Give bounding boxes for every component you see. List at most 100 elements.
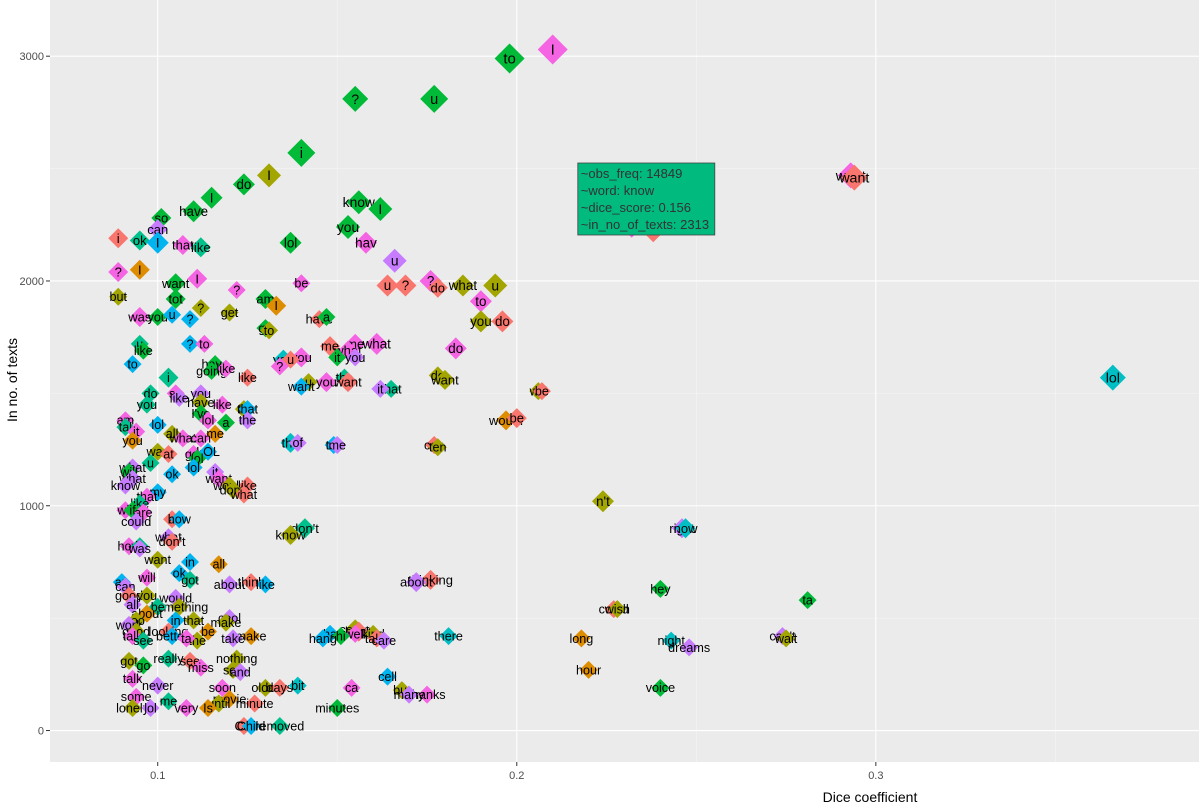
data-point-marker[interactable] bbox=[141, 454, 160, 473]
data-point-marker[interactable] bbox=[1099, 364, 1126, 391]
data-point-marker[interactable] bbox=[200, 186, 223, 209]
data-point-marker[interactable] bbox=[213, 678, 232, 697]
data-point-marker[interactable] bbox=[427, 277, 448, 298]
data-point-marker[interactable] bbox=[134, 656, 153, 675]
data-point-marker[interactable] bbox=[123, 699, 142, 718]
data-point-marker[interactable] bbox=[382, 248, 407, 273]
data-point-marker[interactable] bbox=[406, 572, 427, 593]
data-point-marker[interactable] bbox=[242, 573, 261, 592]
data-point-marker[interactable] bbox=[163, 532, 182, 551]
data-point-marker[interactable] bbox=[158, 367, 179, 388]
data-point-marker[interactable] bbox=[331, 627, 350, 646]
data-point-marker[interactable] bbox=[841, 164, 868, 191]
data-point-marker[interactable] bbox=[420, 84, 449, 113]
data-point-marker[interactable] bbox=[238, 400, 257, 419]
data-point-marker[interactable] bbox=[146, 231, 169, 254]
data-point-marker[interactable] bbox=[127, 512, 146, 531]
data-point-marker[interactable] bbox=[123, 431, 142, 450]
data-point-marker[interactable] bbox=[181, 552, 200, 571]
data-point-marker[interactable] bbox=[394, 274, 417, 297]
data-point-marker[interactable] bbox=[191, 429, 210, 448]
data-point-marker[interactable] bbox=[294, 518, 315, 539]
data-point-marker[interactable] bbox=[591, 490, 614, 513]
data-point-marker[interactable] bbox=[148, 676, 167, 695]
data-point-marker[interactable] bbox=[292, 274, 311, 293]
data-point-marker[interactable] bbox=[292, 377, 311, 396]
data-point-marker[interactable] bbox=[257, 163, 282, 188]
data-point-marker[interactable] bbox=[494, 43, 525, 74]
data-point-marker[interactable] bbox=[166, 611, 185, 630]
data-point-marker[interactable] bbox=[163, 465, 182, 484]
data-point-marker[interactable] bbox=[328, 699, 347, 718]
data-point-marker[interactable] bbox=[491, 310, 514, 333]
data-point-marker[interactable] bbox=[163, 627, 182, 646]
data-point-marker[interactable] bbox=[338, 372, 359, 393]
data-point-marker[interactable] bbox=[213, 395, 232, 414]
data-point-marker[interactable] bbox=[428, 438, 447, 457]
data-point-marker[interactable] bbox=[288, 433, 307, 452]
data-point-marker[interactable] bbox=[346, 190, 371, 215]
data-point-marker[interactable] bbox=[109, 287, 128, 306]
data-point-marker[interactable] bbox=[170, 510, 189, 529]
data-point-marker[interactable] bbox=[130, 539, 149, 558]
data-point-marker[interactable] bbox=[181, 570, 200, 589]
data-point-marker[interactable] bbox=[232, 173, 255, 196]
data-point-marker[interactable] bbox=[137, 395, 156, 414]
data-point-marker[interactable] bbox=[216, 359, 235, 378]
data-point-marker[interactable] bbox=[181, 334, 200, 353]
data-point-marker[interactable] bbox=[129, 230, 150, 251]
data-point-marker[interactable] bbox=[191, 298, 210, 317]
data-point-marker[interactable] bbox=[680, 638, 699, 657]
data-point-marker[interactable] bbox=[279, 231, 302, 254]
data-point-marker[interactable] bbox=[238, 368, 257, 387]
data-point-marker[interactable] bbox=[287, 138, 316, 167]
data-point-marker[interactable] bbox=[256, 678, 275, 697]
data-point-marker[interactable] bbox=[172, 235, 193, 256]
data-point-marker[interactable] bbox=[216, 613, 235, 632]
data-point-marker[interactable] bbox=[537, 34, 568, 65]
data-point-marker[interactable] bbox=[191, 393, 210, 412]
data-point-marker[interactable] bbox=[224, 629, 243, 648]
data-point-marker[interactable] bbox=[198, 411, 217, 430]
data-point-marker[interactable] bbox=[220, 303, 239, 322]
data-point-marker[interactable] bbox=[400, 685, 419, 704]
data-point-marker[interactable] bbox=[382, 379, 401, 398]
data-point-marker[interactable] bbox=[469, 290, 492, 313]
data-point-marker[interactable] bbox=[238, 411, 257, 430]
data-point-marker[interactable] bbox=[346, 624, 365, 643]
data-point-marker[interactable] bbox=[418, 685, 437, 704]
data-point-marker[interactable] bbox=[123, 669, 142, 688]
data-point-marker[interactable] bbox=[451, 274, 474, 297]
data-point-marker[interactable] bbox=[675, 518, 696, 539]
data-point-marker[interactable] bbox=[134, 631, 153, 650]
data-point-marker[interactable] bbox=[173, 429, 192, 448]
data-point-marker[interactable] bbox=[378, 667, 397, 686]
data-point-marker[interactable] bbox=[137, 568, 156, 587]
data-point-marker[interactable] bbox=[159, 692, 178, 711]
data-point-marker[interactable] bbox=[187, 268, 208, 289]
data-point-marker[interactable] bbox=[159, 649, 178, 668]
data-point-marker[interactable] bbox=[198, 699, 217, 718]
data-point-marker[interactable] bbox=[496, 410, 517, 431]
data-point-marker[interactable] bbox=[147, 219, 168, 240]
data-point-marker[interactable] bbox=[195, 334, 214, 353]
data-point-marker[interactable] bbox=[165, 288, 186, 309]
data-point-marker[interactable] bbox=[182, 200, 205, 223]
data-point-marker[interactable] bbox=[365, 332, 388, 355]
data-point-marker[interactable] bbox=[374, 631, 393, 650]
data-point-marker[interactable] bbox=[313, 629, 332, 648]
data-point-marker[interactable] bbox=[328, 348, 347, 367]
data-point-marker[interactable] bbox=[170, 597, 189, 616]
data-point-marker[interactable] bbox=[280, 524, 301, 545]
data-point-marker[interactable] bbox=[184, 458, 203, 477]
data-point-marker[interactable] bbox=[163, 305, 182, 324]
data-point-marker[interactable] bbox=[227, 280, 246, 299]
data-point-marker[interactable] bbox=[190, 237, 211, 258]
data-point-marker[interactable] bbox=[256, 575, 275, 594]
data-point-marker[interactable] bbox=[206, 424, 225, 443]
data-point-marker[interactable] bbox=[336, 215, 361, 240]
data-point-marker[interactable] bbox=[342, 678, 361, 697]
data-point-marker[interactable] bbox=[572, 629, 591, 648]
data-point-marker[interactable] bbox=[220, 575, 239, 594]
data-point-marker[interactable] bbox=[608, 600, 627, 619]
